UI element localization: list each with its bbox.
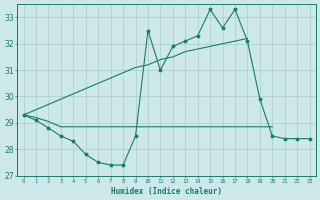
X-axis label: Humidex (Indice chaleur): Humidex (Indice chaleur) [111,187,222,196]
